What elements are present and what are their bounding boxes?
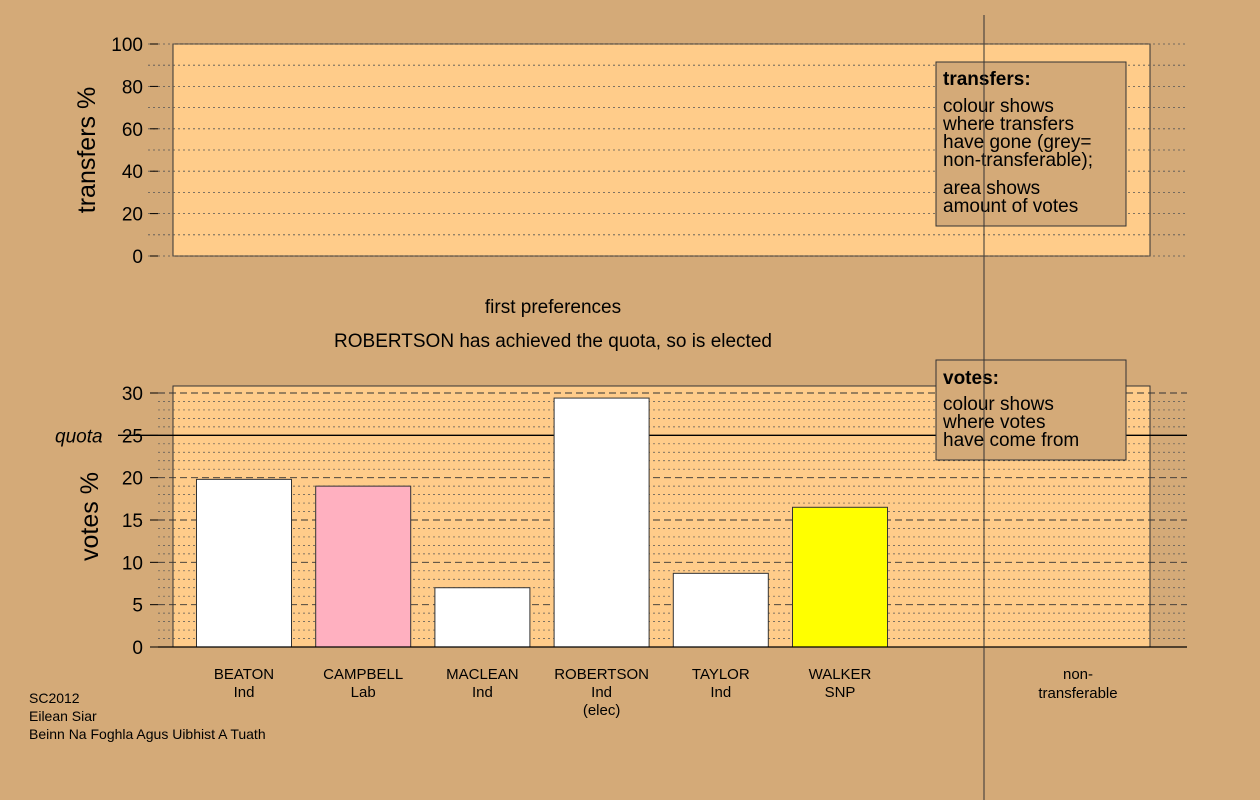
votes-tick-label: 20: [122, 469, 143, 490]
votes-tick-label: 10: [122, 553, 143, 574]
footer-line: Beinn Na Foghla Agus Uibhist A Tuath: [29, 726, 266, 742]
transfers-legend-line: area shows: [943, 178, 1040, 199]
candidate-label: BEATON: [214, 666, 274, 683]
transfers-legend-line: where transfers: [942, 114, 1074, 135]
transfers-legend-line: non-transferable);: [943, 150, 1093, 171]
vote-bar: [553, 397, 650, 648]
candidate-label: MACLEAN: [446, 666, 519, 683]
footer-line: Eilean Siar: [29, 708, 97, 724]
votes-tick-label: 30: [122, 384, 143, 405]
vote-bar: [315, 485, 412, 648]
candidate-label: Ind: [710, 684, 731, 701]
stage-label: first preferences: [485, 297, 621, 318]
votes-legend-line: colour shows: [943, 394, 1054, 415]
quota-label: quota: [55, 426, 103, 447]
transfers-tick-label: 60: [122, 120, 143, 141]
votes-tick-label: 25: [122, 426, 143, 447]
transfers-legend-title: transfers:: [943, 69, 1031, 90]
votes-tick-label: 5: [132, 596, 143, 617]
candidate-label: WALKER: [809, 666, 872, 683]
votes-legend-line: where votes: [942, 412, 1045, 433]
transfers-tick-label: 20: [122, 205, 143, 226]
footer-line: SC2012: [29, 690, 80, 706]
votes-tick-label: 0: [132, 638, 143, 659]
candidate-label: Ind: [234, 684, 255, 701]
votes-axis-label: votes %: [76, 472, 104, 561]
vote-bar: [792, 506, 888, 648]
transfers-tick-label: 0: [132, 247, 143, 268]
transfers-legend-line: amount of votes: [943, 196, 1078, 217]
candidate-label: TAYLOR: [692, 666, 750, 683]
candidate-label: (elec): [583, 702, 621, 719]
transfers-tick-label: 100: [111, 35, 143, 56]
candidate-label: SNP: [825, 684, 856, 701]
transfers-legend-line: have gone (grey=: [943, 132, 1091, 153]
status-message: ROBERTSON has achieved the quota, so is …: [334, 331, 772, 352]
candidate-label: Ind: [472, 684, 493, 701]
votes-tick-label: 15: [122, 511, 143, 532]
vote-bar: [434, 587, 531, 648]
candidate-label: Ind: [591, 684, 612, 701]
vote-bar: [196, 478, 292, 648]
vote-bar: [672, 572, 769, 648]
transfers-axis-label: transfers %: [73, 87, 101, 213]
candidate-label: CAMPBELL: [323, 666, 403, 683]
candidate-label: ROBERTSON: [554, 666, 649, 683]
non-transferable-label: transferable: [1038, 685, 1117, 702]
transfers-legend-line: colour shows: [943, 96, 1054, 117]
transfers-tick-label: 80: [122, 77, 143, 98]
candidate-label: Lab: [351, 684, 376, 701]
non-transferable-label: non-: [1063, 666, 1093, 683]
votes-legend-title: votes:: [943, 368, 999, 389]
votes-legend-line: have come from: [943, 430, 1079, 451]
transfers-tick-label: 40: [122, 162, 143, 183]
